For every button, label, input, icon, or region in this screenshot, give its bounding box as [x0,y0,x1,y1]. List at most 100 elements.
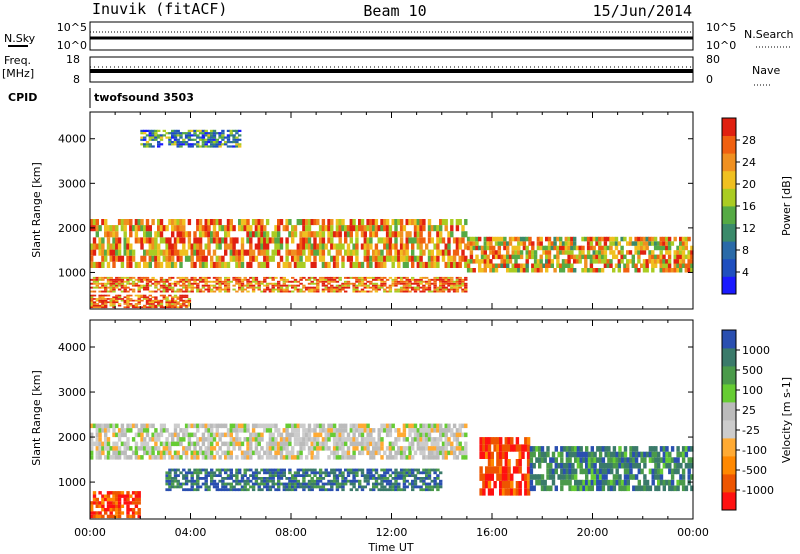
data-cell [687,236,691,242]
data-cell [637,254,641,260]
data-cell [369,219,373,226]
data-cell [129,276,133,279]
data-cell [173,450,178,456]
data-cell [391,243,395,250]
data-cell [212,143,217,146]
colorbar-tick-label: -1000 [742,484,774,497]
data-cell [238,488,242,492]
data-cell [413,237,418,244]
data-cell [510,488,514,496]
data-cell [109,304,113,307]
data-cell [232,446,236,451]
data-cell [690,245,694,251]
data-cell [507,459,511,467]
data-cell [145,280,150,283]
data-cell [494,241,499,246]
data-cell [260,482,264,486]
data-cell [590,479,594,486]
data-cell [511,268,515,273]
data-cell [285,488,289,492]
data-cell [282,488,286,492]
data-cell [307,446,312,451]
y-tick-label: 1000 [58,476,86,489]
data-cell [316,479,320,483]
data-cell [260,225,264,232]
data-cell [402,282,407,285]
data-cell [546,474,550,480]
data-cell [626,268,630,273]
data-cell [221,143,225,146]
data-cell [171,261,175,268]
data-cell [143,237,147,244]
data-cell [190,129,194,132]
data-cell [201,280,206,283]
data-cell [173,301,178,304]
data-cell [246,280,250,283]
data-cell [313,249,317,256]
data-cell [112,296,116,299]
data-cell [204,276,208,279]
data-cell [265,479,270,483]
data-cell [226,477,231,480]
data-cell [335,450,340,456]
data-cell [640,263,644,268]
data-cell [526,466,531,474]
data-cell [606,263,610,268]
data-cell [296,468,300,472]
data-cell [187,468,192,472]
data-cell [612,474,617,480]
data-cell [355,231,359,238]
data-cell [254,286,259,289]
data-cell [372,428,376,433]
data-cell [154,306,158,309]
data-cell [383,450,387,456]
data-cell [243,437,247,442]
data-cell [109,508,113,512]
data-cell [279,288,284,291]
data-cell [151,423,155,429]
data-cell [372,446,376,451]
data-cell [232,288,236,291]
data-cell [349,479,353,483]
data-cell [196,143,200,146]
data-cell [532,485,536,492]
data-cell [235,261,239,268]
data-cell [482,481,486,489]
data-cell [681,250,686,255]
data-cell [455,286,460,289]
data-cell [126,280,130,283]
data-cell [399,278,404,281]
data-cell [282,437,286,442]
data-cell [288,423,292,429]
data-cell [656,254,661,260]
data-cell [221,138,225,141]
data-cell [643,457,647,463]
data-cell [543,485,547,492]
data-cell [117,437,122,442]
data-cell [305,237,309,244]
data-cell [173,132,178,135]
data-cell [321,243,326,250]
data-cell [310,288,314,291]
data-cell [159,261,164,268]
data-cell [101,494,105,498]
data-cell [257,282,261,285]
data-cell [249,441,253,447]
data-cell [427,280,432,283]
data-cell [419,219,423,226]
data-cell [632,485,636,492]
data-cell [506,250,510,255]
data-cell [154,243,158,250]
data-cell [207,286,211,289]
data-cell [427,225,432,232]
data-cell [332,471,337,475]
data-cell [358,276,362,279]
data-cell [279,237,284,244]
data-cell [98,261,102,268]
data-cell [196,278,200,281]
data-cell [483,250,487,255]
data-cell [268,432,273,438]
data-cell [427,286,432,289]
data-cell [653,245,658,251]
data-cell [496,466,500,474]
